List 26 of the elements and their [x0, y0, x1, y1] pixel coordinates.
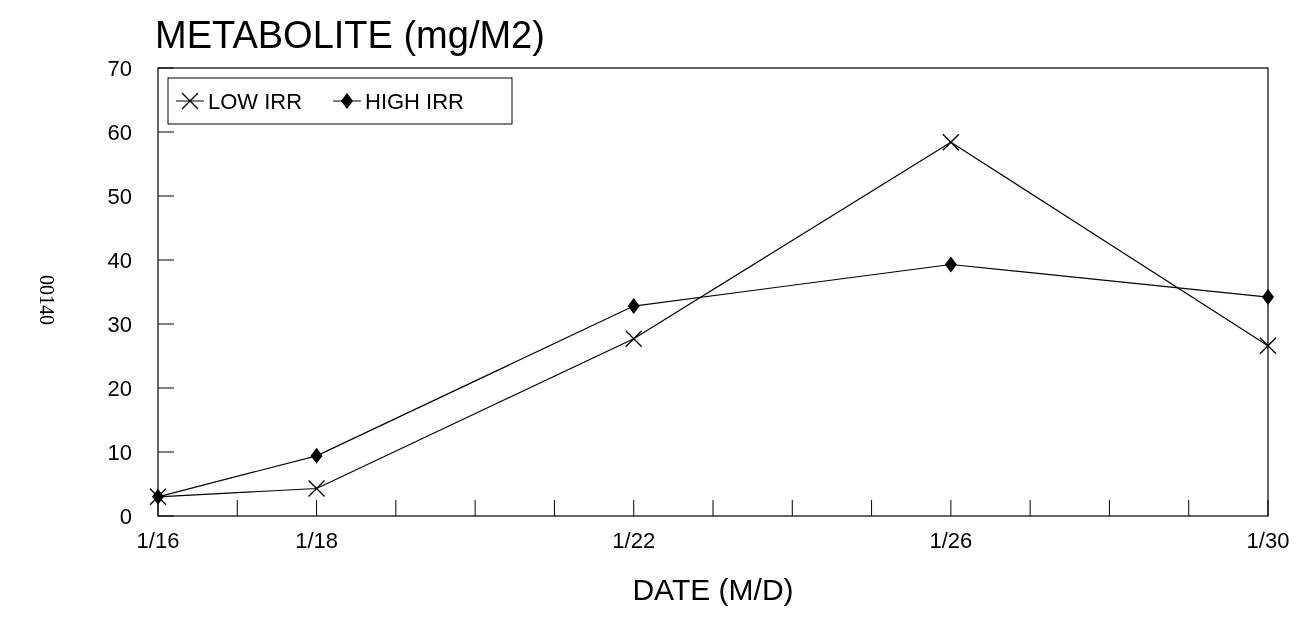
legend-label: HIGH IRR	[365, 88, 464, 114]
point	[944, 256, 957, 273]
point	[1259, 337, 1277, 355]
y-tick-label: 70	[107, 55, 132, 81]
point	[307, 479, 326, 498]
y-tick-label: 40	[107, 247, 132, 273]
point	[942, 133, 960, 151]
x-tick-label: 1/26	[929, 528, 973, 553]
x-tick-label: 1/16	[136, 528, 180, 553]
x-tick-label: 1/30	[1246, 528, 1290, 553]
y-tick-label: 0	[119, 503, 132, 529]
x-axis-title: DATE (M/D)	[632, 573, 794, 606]
y-tick-label: 60	[107, 119, 132, 145]
x-tick-label: 1/18	[295, 528, 338, 553]
x-tick-label: 1/22	[612, 528, 656, 553]
point	[625, 330, 643, 348]
text: 00140	[36, 275, 58, 325]
y-tick-label: 10	[107, 439, 132, 465]
y-tick-label: 30	[107, 311, 132, 337]
y-tick-label: 20	[107, 375, 132, 401]
legend-label: LOW IRR	[208, 88, 303, 114]
point	[1262, 289, 1274, 306]
y-tick-label: 50	[107, 183, 132, 209]
point	[627, 298, 640, 315]
chart-title: METABOLITE (mg/M2)	[155, 14, 545, 56]
point	[310, 447, 323, 464]
